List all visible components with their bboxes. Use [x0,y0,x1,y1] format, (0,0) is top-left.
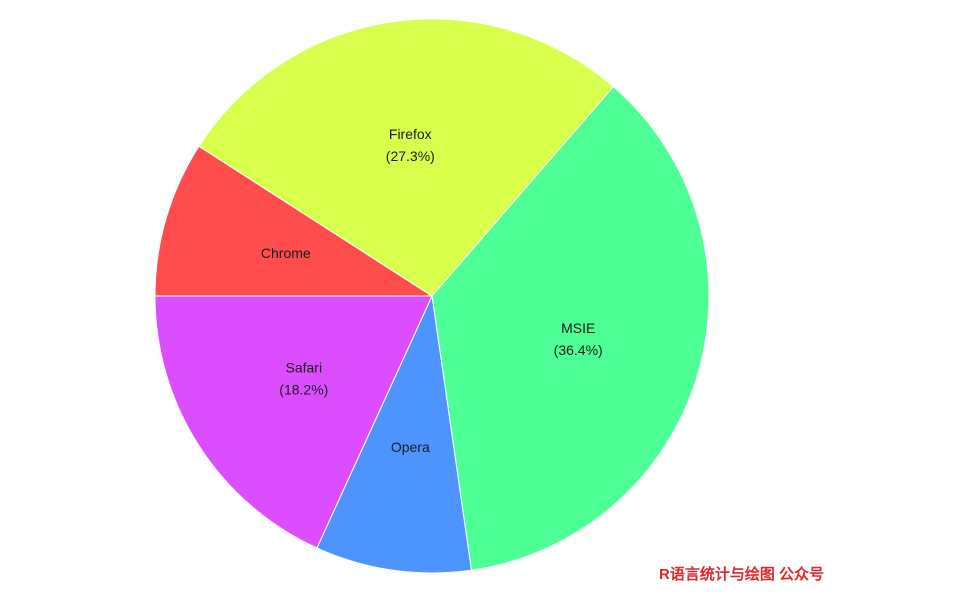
pie-slice-firefox [198,18,615,297]
pie-slices [154,18,710,574]
pie-label-safari: Safari (18.2%) [279,359,328,397]
pie-slice-msie [431,85,710,571]
pie-labels: Chrome Firefox (27.3%) MSIE (36.4%) Opera Safa… [261,126,603,455]
pie-label-chrome: Chrome [261,245,311,261]
pie-label-name: Opera [391,439,430,455]
pie-label-name: Firefox [389,126,432,142]
watermark-text: R语言统计与绘图 公众号 [659,566,825,583]
pie-label-name: Chrome [261,245,311,261]
pie-slice-chrome [154,145,434,297]
pie-label-percent: (36.4%) [554,342,603,358]
pie-label-name: MSIE [561,320,595,336]
pie-label-percent: (18.2%) [279,381,328,397]
pie-label-name: Safari [286,359,323,375]
pie-slice-opera [316,294,472,574]
pie-label-percent: (27.3%) [386,148,435,164]
pie-slice-safari [154,295,433,549]
pie-label-firefox: Firefox (27.3%) [386,126,435,164]
pie-label-msie: MSIE (36.4%) [554,320,603,358]
pie-label-opera: Opera [391,439,430,455]
